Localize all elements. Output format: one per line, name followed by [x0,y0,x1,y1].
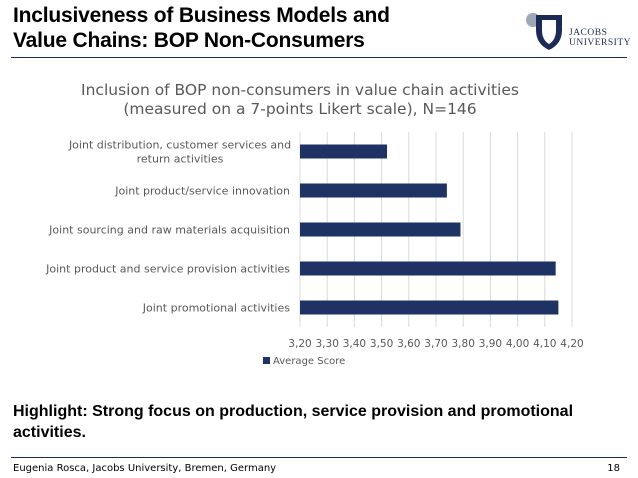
category-label: Joint distribution, customer services an… [68,139,291,166]
bar [300,261,556,276]
legend: Average Score [263,356,345,367]
category-label-line: return activities [137,153,224,166]
tick-label: 3,70 [424,338,447,350]
tick-label: 3,50 [370,338,393,350]
top-rule [11,57,627,58]
footer-author: Eugenia Rosca, Jacobs University, Bremen… [13,463,277,474]
category-label-line: Joint promotional activities [142,302,290,315]
tick-label: 3,80 [452,338,475,350]
bottom-rule [11,457,627,458]
highlight-line1: Highlight: Strong focus on production, s… [13,403,574,420]
chart-title-line2: (measured on a 7-points Likert scale), N… [123,100,477,118]
bar [300,222,461,237]
tick-label: 4,10 [533,338,556,350]
tick-label: 3,60 [397,338,420,350]
tick-label: 3,30 [316,338,339,350]
jacobs-university-logo [526,13,562,50]
logo-shield [536,15,562,50]
slide-title: Inclusiveness of Business Models and Val… [13,3,453,53]
category-label: Joint promotional activities [142,302,290,315]
tick-label: 3,40 [343,338,366,350]
logo-line1: JACOBS [569,28,608,38]
tick-label: 3,20 [288,338,311,350]
bar [300,144,388,159]
bar [300,183,447,198]
legend-swatch [263,357,270,364]
tick-labels: 3,20 3,30 3,40 3,50 3,60 3,70 3,80 3,90 4,00 4,10… [288,338,583,350]
slide-title-line1: Inclusiveness of Business Models and [13,4,390,27]
category-label-line: Joint sourcing and raw materials acquisi… [48,224,290,237]
slide-title-line2: Value Chains: BOP Non-Consumers [13,29,365,52]
category-label: Joint product and service provision acti… [45,263,290,276]
logo-text: JACOBS UNIVERSITY [569,28,631,48]
chart-title: Inclusion of BOP non-consumers in value … [40,81,560,119]
logo-line2: UNIVERSITY [569,38,631,48]
category-label-line: Joint product/service innovation [114,185,290,198]
tick-label: 4,00 [506,338,529,350]
bar [300,300,559,315]
category-label-line: Joint product and service provision acti… [45,263,290,276]
bars [300,144,559,315]
highlight-line2: activities. [13,424,86,441]
page-number: 18 [607,463,620,474]
category-labels: Joint distribution, customer services an… [45,139,291,315]
tick-label: 4,20 [560,338,583,350]
chart-title-line1: Inclusion of BOP non-consumers in value … [81,81,519,99]
category-label: Joint sourcing and raw materials acquisi… [48,224,290,237]
highlight-text: Highlight: Strong focus on production, s… [13,401,613,443]
legend-label: Average Score [273,356,345,367]
category-label: Joint product/service innovation [114,185,290,198]
tick-label: 3,90 [479,338,502,350]
category-label-line: Joint distribution, customer services an… [68,139,291,152]
